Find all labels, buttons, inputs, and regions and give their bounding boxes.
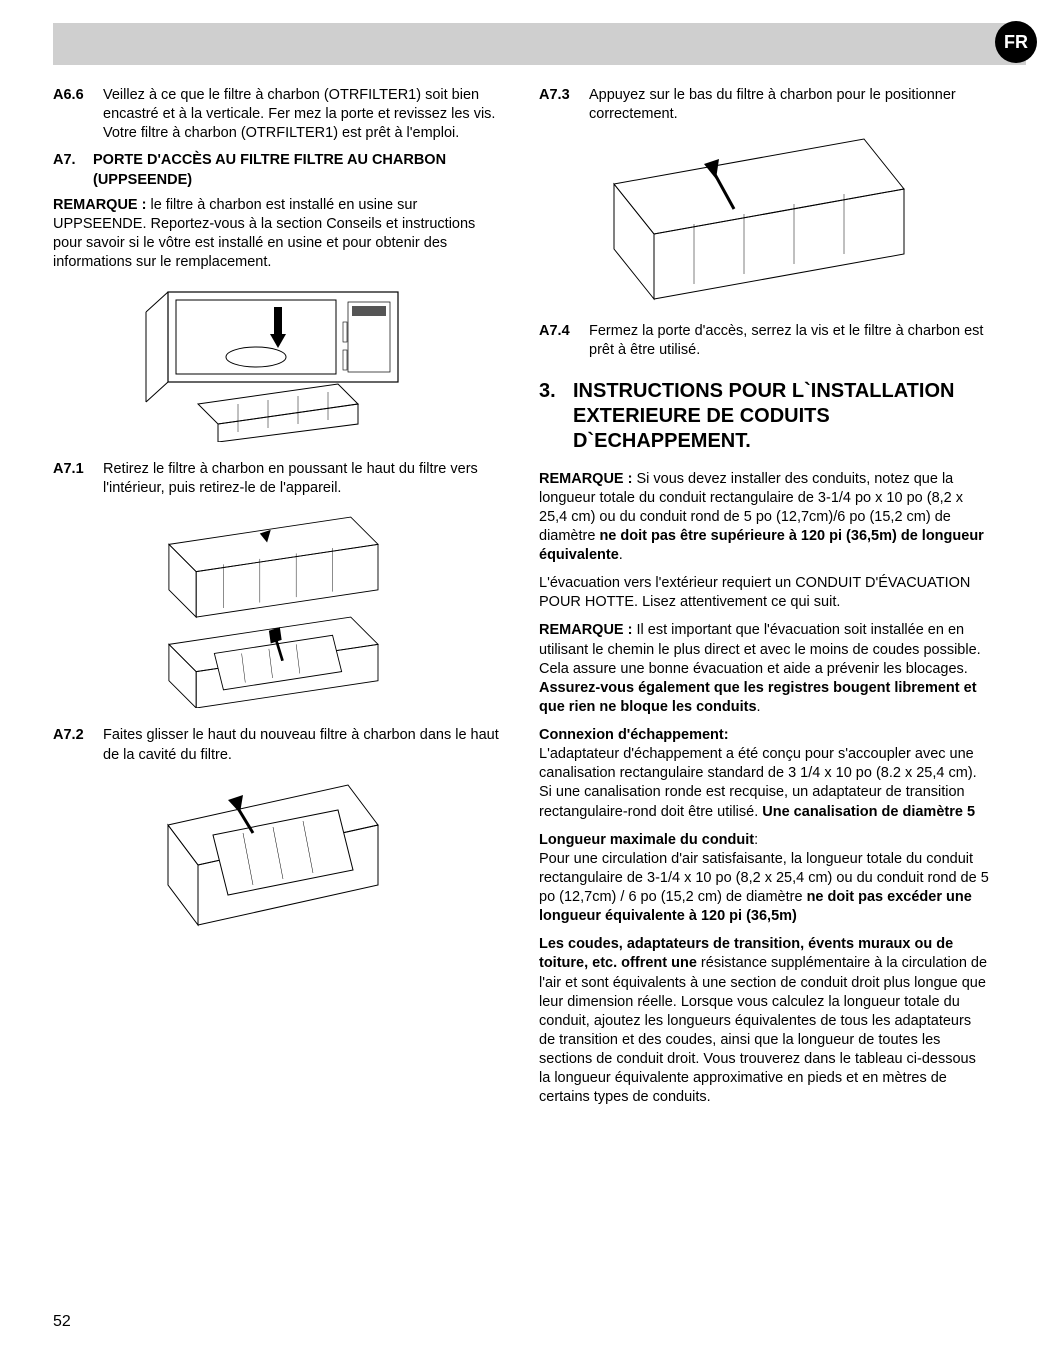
step-text: Veillez à ce que le filtre à charbon (OT… [103, 86, 503, 143]
para-coudes: Les coudes, adaptateurs de transition, é… [539, 935, 989, 1107]
step-label: A7.4 [539, 322, 579, 360]
figure-microwave [53, 282, 503, 442]
step-text: Fermez la porte d'accès, serrez la vis e… [589, 322, 989, 360]
figure-slide-filter [53, 775, 503, 935]
right-column: A7.3 Appuyez sur le bas du filtre à char… [539, 86, 989, 1116]
step-text: Faites glisser le haut du nouveau filtre… [103, 726, 503, 764]
install-filter-diagram [604, 134, 924, 304]
para-evacuation: L'évacuation vers l'extérieur requiert u… [539, 574, 989, 612]
heading-text: PORTE D'ACCÈS AU FILTRE FILTRE AU CHARBO… [93, 151, 503, 189]
note-prefix: REMARQUE : [539, 471, 632, 487]
note-prefix: REMARQUE : [539, 622, 632, 638]
section-3-title: 3. INSTRUCTIONS POUR L`INSTALLATION EXTE… [539, 379, 989, 454]
section-number: 3. [539, 379, 563, 454]
step-label: A7.3 [539, 86, 579, 124]
step-a7-4: A7.4 Fermez la porte d'accès, serrez la … [539, 322, 989, 360]
section-title-text: INSTRUCTIONS POUR L`INSTALLATION EXTERIE… [573, 379, 989, 454]
text-c: . [757, 699, 761, 715]
figure-duct-remove [53, 508, 503, 708]
heading-number: A7. [53, 151, 83, 189]
header-bar [53, 23, 1026, 65]
note-prefix: REMARQUE : [53, 197, 146, 213]
step-a7-3: A7.3 Appuyez sur le bas du filtre à char… [539, 86, 989, 124]
step-text: Retirez le filtre à charbon en poussant … [103, 460, 503, 498]
slide-filter-diagram [158, 775, 398, 935]
step-label: A7.2 [53, 726, 93, 764]
heading-a7: A7. PORTE D'ACCÈS AU FILTRE FILTRE AU CH… [53, 151, 503, 189]
text-bold: Une canalisation de diamètre 5 [762, 804, 975, 820]
step-a7-1: A7.1 Retirez le filtre à charbon en pous… [53, 460, 503, 498]
text-c: . [619, 547, 623, 563]
language-badge: FR [995, 21, 1037, 63]
step-label: A7.1 [53, 460, 93, 498]
content-columns: A6.6 Veillez à ce que le filtre à charbo… [53, 86, 989, 1116]
subheading: Connexion d'échappement: [539, 727, 729, 743]
text-body: résistance supplémentaire à la circulati… [539, 955, 987, 1105]
page-number: 52 [53, 1313, 71, 1331]
figure-install-filter [539, 134, 989, 304]
text-bold: ne doit pas être supérieure à 120 pi (36… [539, 528, 984, 563]
step-a6-6: A6.6 Veillez à ce que le filtre à charbo… [53, 86, 503, 143]
note-evacuation-path: REMARQUE : Il est important que l'évacua… [539, 621, 989, 717]
para-connexion: Connexion d'échappement:L'adaptateur d'é… [539, 726, 989, 822]
para-longueur: Longueur maximale du conduit:Pour une ci… [539, 831, 989, 927]
step-label: A6.6 [53, 86, 93, 143]
step-text: Appuyez sur le bas du filtre à charbon p… [589, 86, 989, 124]
note-a7: REMARQUE : le filtre à charbon est insta… [53, 196, 503, 273]
left-column: A6.6 Veillez à ce que le filtre à charbo… [53, 86, 503, 1116]
manual-page: FR A6.6 Veillez à ce que le filtre à cha… [0, 0, 1041, 1349]
duct-remove-diagram [138, 508, 418, 708]
step-a7-2: A7.2 Faites glisser le haut du nouveau f… [53, 726, 503, 764]
colon: : [754, 832, 758, 848]
microwave-diagram [128, 282, 428, 442]
note-conduits-length: REMARQUE : Si vous devez installer des c… [539, 470, 989, 566]
subheading: Longueur maximale du conduit [539, 832, 754, 848]
